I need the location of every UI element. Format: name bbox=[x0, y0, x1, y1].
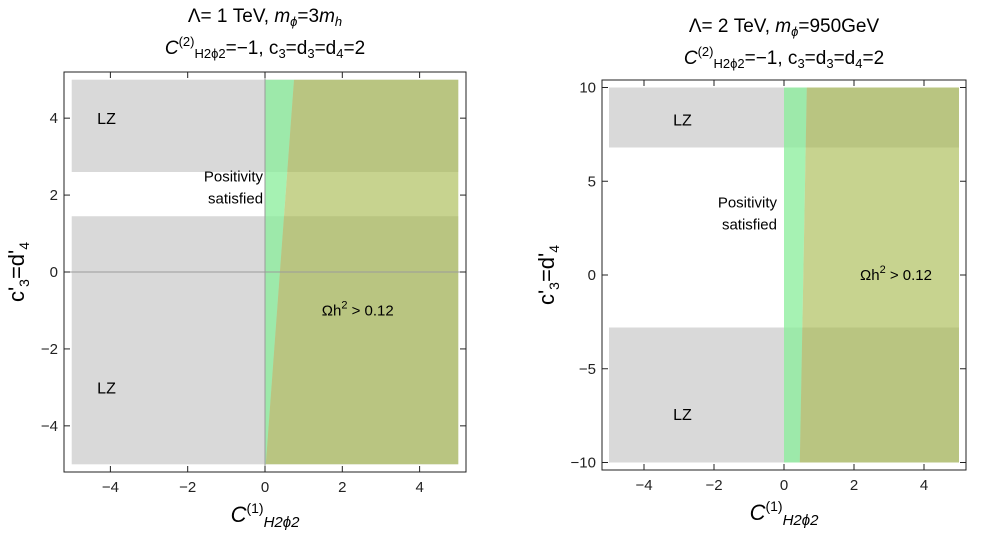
x-tick-label: 2 bbox=[338, 479, 346, 496]
x-tick-label: −4 bbox=[102, 479, 119, 496]
y-axis-title: c'3=d'4 bbox=[4, 242, 32, 302]
annotation-relic-density: Ωh2 > 0.12 bbox=[860, 264, 932, 284]
y-tick-label: −2 bbox=[41, 341, 58, 358]
x-tick-label: 0 bbox=[261, 479, 269, 496]
chart-title-line2: C(2)H2ϕ2=−1, c3=d3=d4=2 bbox=[684, 44, 884, 71]
x-axis-title: C(1)H2ϕ2 bbox=[231, 500, 301, 531]
x-axis-title: C(1)H2ϕ2 bbox=[750, 498, 820, 529]
x-tick-label: −4 bbox=[635, 477, 652, 494]
annotation-positivity: satisfied bbox=[722, 216, 777, 233]
y-tick-label: 4 bbox=[50, 110, 58, 127]
region-label-lz: LZ bbox=[673, 112, 692, 129]
y-tick-label: 5 bbox=[588, 173, 596, 190]
chart-title-line1: Λ= 2 TeV, mϕ=950GeV bbox=[689, 16, 880, 39]
x-tick-label: 2 bbox=[850, 477, 858, 494]
x-tick-label: 4 bbox=[920, 477, 928, 494]
region-green-2 bbox=[784, 87, 807, 463]
chart-title-line1: Λ= 1 TeV, mϕ=3mh bbox=[188, 6, 342, 29]
x-tick-label: −2 bbox=[179, 479, 196, 496]
y-tick-label: 2 bbox=[50, 187, 58, 204]
y-axis-title: c'3=d'4 bbox=[534, 245, 562, 305]
annotation-relic-density: Ωh2 > 0.12 bbox=[322, 299, 394, 319]
chart-panel-1: LZ LZ −4 −2 0 2 4 −4 −2 0 2 4 Λ= 1 TeV, mϕ=3mh C(2)H2… bbox=[4, 6, 467, 531]
x-tick-label: −2 bbox=[705, 477, 722, 494]
y-tick-label: 0 bbox=[588, 267, 596, 284]
annotation-positivity: satisfied bbox=[208, 190, 263, 207]
region-olive-3 bbox=[799, 87, 959, 463]
y-tick-label: 10 bbox=[579, 80, 596, 97]
x-tick-label: 4 bbox=[415, 479, 423, 496]
region-label-lz: LZ bbox=[97, 380, 116, 397]
y-tick-label: −10 bbox=[571, 455, 596, 472]
region-label-lz: LZ bbox=[97, 111, 116, 128]
chart-title-line2: C(2)H2ϕ2=−1, c3=d3=d4=2 bbox=[165, 34, 365, 61]
region-label-lz: LZ bbox=[673, 407, 692, 424]
annotation-positivity: Positivity bbox=[204, 168, 264, 185]
chart-panel-2: LZ LZ −4 −2 0 2 4 −10 −5 0 5 10 Λ= 2 TeV, mϕ=950GeV C… bbox=[534, 16, 967, 529]
x-tick-label: 0 bbox=[780, 477, 788, 494]
annotation-positivity: Positivity bbox=[718, 194, 778, 211]
y-tick-label: −5 bbox=[579, 361, 596, 378]
y-tick-label: 0 bbox=[50, 264, 58, 281]
y-tick-label: −4 bbox=[41, 418, 58, 435]
